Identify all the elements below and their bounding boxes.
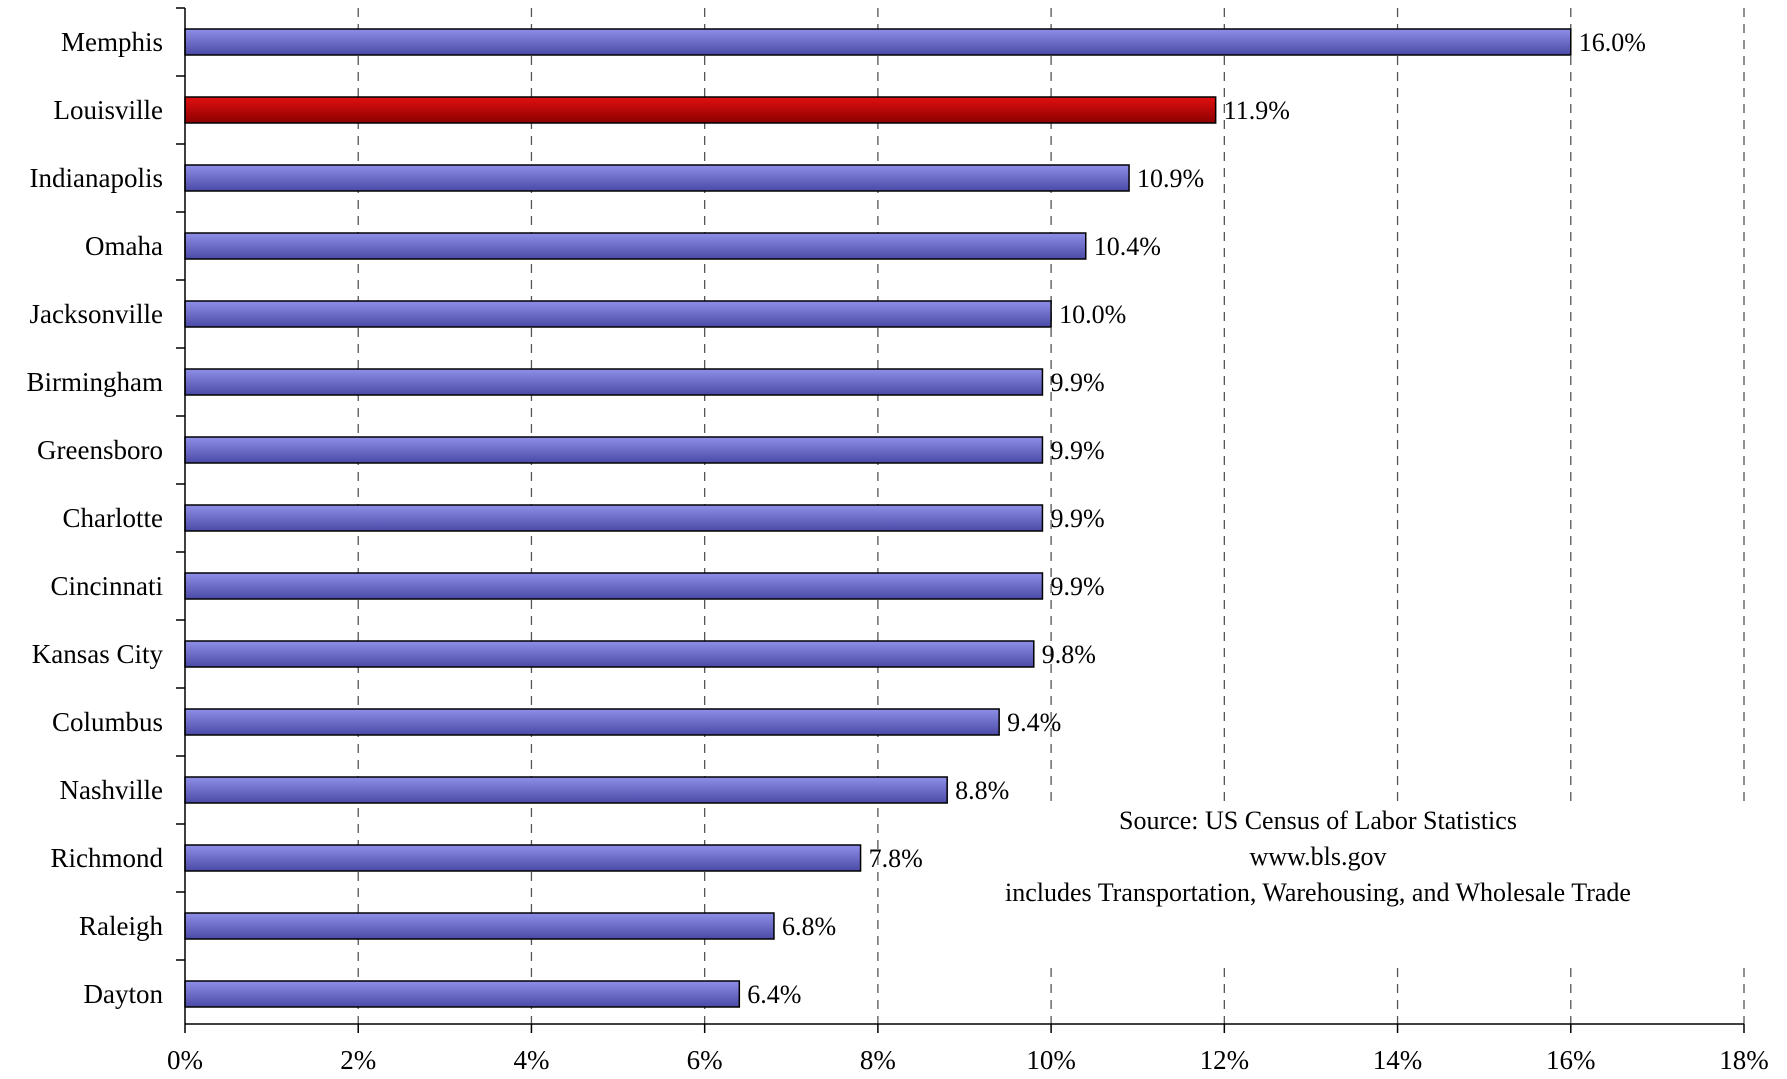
bar-charlotte: [184, 504, 1044, 532]
bar-indianapolis: [184, 164, 1130, 192]
category-label-jacksonville: Jacksonville: [30, 299, 163, 329]
bar-omaha: [184, 232, 1087, 260]
bar-columbus: [184, 708, 1000, 736]
x-tick-label: 10%: [1026, 1045, 1076, 1075]
bar-birmingham: [184, 368, 1044, 396]
bar-raleigh: [184, 912, 775, 940]
source-note-line-2: www.bls.gov: [1250, 842, 1387, 871]
x-tick-label: 16%: [1546, 1045, 1596, 1075]
value-label-nashville: 8.8%: [955, 776, 1009, 805]
value-label-richmond: 7.8%: [869, 844, 923, 873]
value-label-memphis: 16.0%: [1579, 28, 1646, 57]
x-tick-label: 14%: [1373, 1045, 1423, 1075]
bar-jacksonville: [184, 300, 1052, 328]
labels: 0% 2% 4% 6% 8% 10% 12% 14% 16% 18% Memphis 16.0% Lou…: [27, 27, 1769, 1075]
bar-greensboro: [184, 436, 1044, 464]
value-label-birmingham: 9.9%: [1050, 368, 1104, 397]
category-label-birmingham: Birmingham: [27, 367, 164, 397]
category-label-richmond: Richmond: [51, 843, 164, 873]
category-label-columbus: Columbus: [52, 707, 163, 737]
source-note-line-1: Source: US Census of Labor Statistics: [1119, 806, 1517, 835]
value-label-columbus: 9.4%: [1007, 708, 1061, 737]
value-label-cincinnati: 9.9%: [1050, 572, 1104, 601]
x-tick-label: 8%: [860, 1045, 896, 1075]
x-tick-label: 0%: [167, 1045, 203, 1075]
x-tick-label: 4%: [513, 1045, 549, 1075]
bar-louisville: [184, 96, 1217, 124]
value-label-dayton: 6.4%: [747, 980, 801, 1009]
bar-dayton: [184, 980, 741, 1008]
x-tick-label: 2%: [340, 1045, 376, 1075]
bar-nashville: [184, 776, 948, 804]
bar-memphis: [184, 28, 1572, 56]
x-tick-label: 6%: [687, 1045, 723, 1075]
x-tick-label: 18%: [1719, 1045, 1769, 1075]
bars: [184, 28, 1572, 1008]
value-label-kansas-city: 9.8%: [1042, 640, 1096, 669]
category-label-memphis: Memphis: [61, 27, 163, 57]
axes: [176, 7, 1745, 1033]
category-label-greensboro: Greensboro: [37, 435, 163, 465]
category-label-dayton: Dayton: [84, 979, 164, 1009]
category-label-nashville: Nashville: [60, 775, 163, 805]
x-tick-label: 12%: [1200, 1045, 1250, 1075]
value-label-greensboro: 9.9%: [1050, 436, 1104, 465]
category-label-kansas-city: Kansas City: [32, 639, 164, 669]
source-note-line-3: includes Transportation, Warehousing, an…: [1005, 878, 1631, 907]
value-label-charlotte: 9.9%: [1050, 504, 1104, 533]
value-label-raleigh: 6.8%: [782, 912, 836, 941]
source-note: Source: US Census of Labor Statistics www…: [1005, 806, 1631, 907]
category-label-omaha: Omaha: [85, 231, 163, 261]
bar-kansas-city: [184, 640, 1035, 668]
category-label-raleigh: Raleigh: [79, 911, 163, 941]
category-label-indianapolis: Indianapolis: [30, 163, 163, 193]
value-label-omaha: 10.4%: [1094, 232, 1161, 261]
value-label-jacksonville: 10.0%: [1059, 300, 1126, 329]
category-label-cincinnati: Cincinnati: [51, 571, 163, 601]
value-label-louisville: 11.9%: [1224, 96, 1290, 125]
gridlines: [357, 8, 1745, 1024]
value-label-indianapolis: 10.9%: [1137, 164, 1204, 193]
bar-cincinnati: [184, 572, 1044, 600]
category-label-louisville: Louisville: [54, 95, 164, 125]
bar-richmond: [184, 844, 862, 872]
category-label-charlotte: Charlotte: [63, 503, 163, 533]
